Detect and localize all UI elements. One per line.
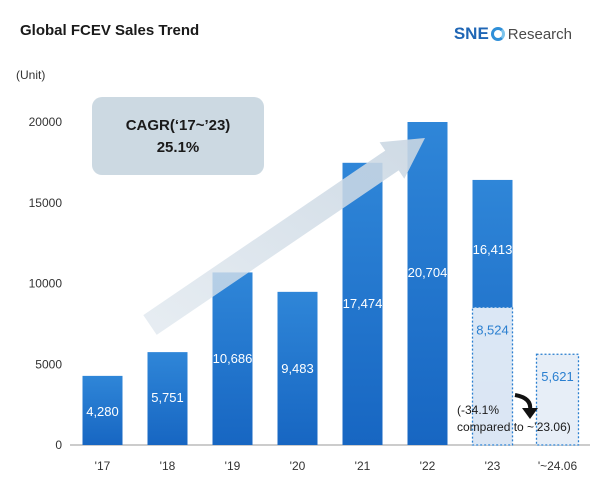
x-tick-label: '18 <box>160 459 176 473</box>
arrow-head-icon <box>522 408 538 419</box>
cagr-value: 25.1% <box>157 139 200 156</box>
bar-value-label: 10,686 <box>213 351 253 366</box>
bar <box>82 375 123 445</box>
y-tick-label: 0 <box>55 438 62 452</box>
unit-label: (Unit) <box>16 68 46 82</box>
partial-bar-value-label: 5,621 <box>541 369 574 384</box>
change-annotation-line1: (-34.1% <box>457 403 499 417</box>
bar-value-label: 5,751 <box>151 390 184 405</box>
bar-value-label: 17,474 <box>343 296 383 311</box>
bar-value-label: 20,704 <box>408 265 448 280</box>
cagr-label: CAGR(‘17~’23) <box>126 117 231 134</box>
x-tick-label: '17 <box>95 459 111 473</box>
bar <box>147 352 188 445</box>
growth-arrow-icon <box>143 138 426 335</box>
partial-bar-value-label: 8,524 <box>476 322 509 337</box>
bar <box>277 291 318 445</box>
logo-brand: SNE <box>453 24 489 43</box>
bar-value-label: 16,413 <box>473 242 513 257</box>
chart-title: Global FCEV Sales Trend <box>20 22 200 39</box>
x-tick-label: '21 <box>355 459 371 473</box>
bar-value-label: 9,483 <box>281 361 314 376</box>
x-tick-label: '23 <box>485 459 501 473</box>
bar <box>212 272 253 445</box>
sne-research-logo: SNE Research <box>454 24 572 44</box>
x-tick-label: '19 <box>225 459 241 473</box>
cagr-callout-box <box>92 97 264 175</box>
change-annotation-line2: compared to ~’23.06) <box>457 420 571 434</box>
x-tick-label: '~24.06 <box>538 459 578 473</box>
logo-ring-icon <box>490 27 505 41</box>
bar <box>407 122 448 445</box>
y-tick-label: 10000 <box>29 277 63 291</box>
y-tick-label: 15000 <box>29 196 63 210</box>
y-tick-label: 20000 <box>29 115 63 129</box>
down-curve-arrow-icon <box>514 393 533 411</box>
x-tick-label: '20 <box>290 459 306 473</box>
x-tick-label: '22 <box>420 459 436 473</box>
bar <box>342 162 383 445</box>
logo-suffix: Research <box>507 25 572 43</box>
y-tick-label: 5000 <box>35 357 62 371</box>
bar-value-label: 4,280 <box>86 404 119 419</box>
partial-year-bar <box>471 306 514 446</box>
partial-year-bar <box>535 353 580 446</box>
